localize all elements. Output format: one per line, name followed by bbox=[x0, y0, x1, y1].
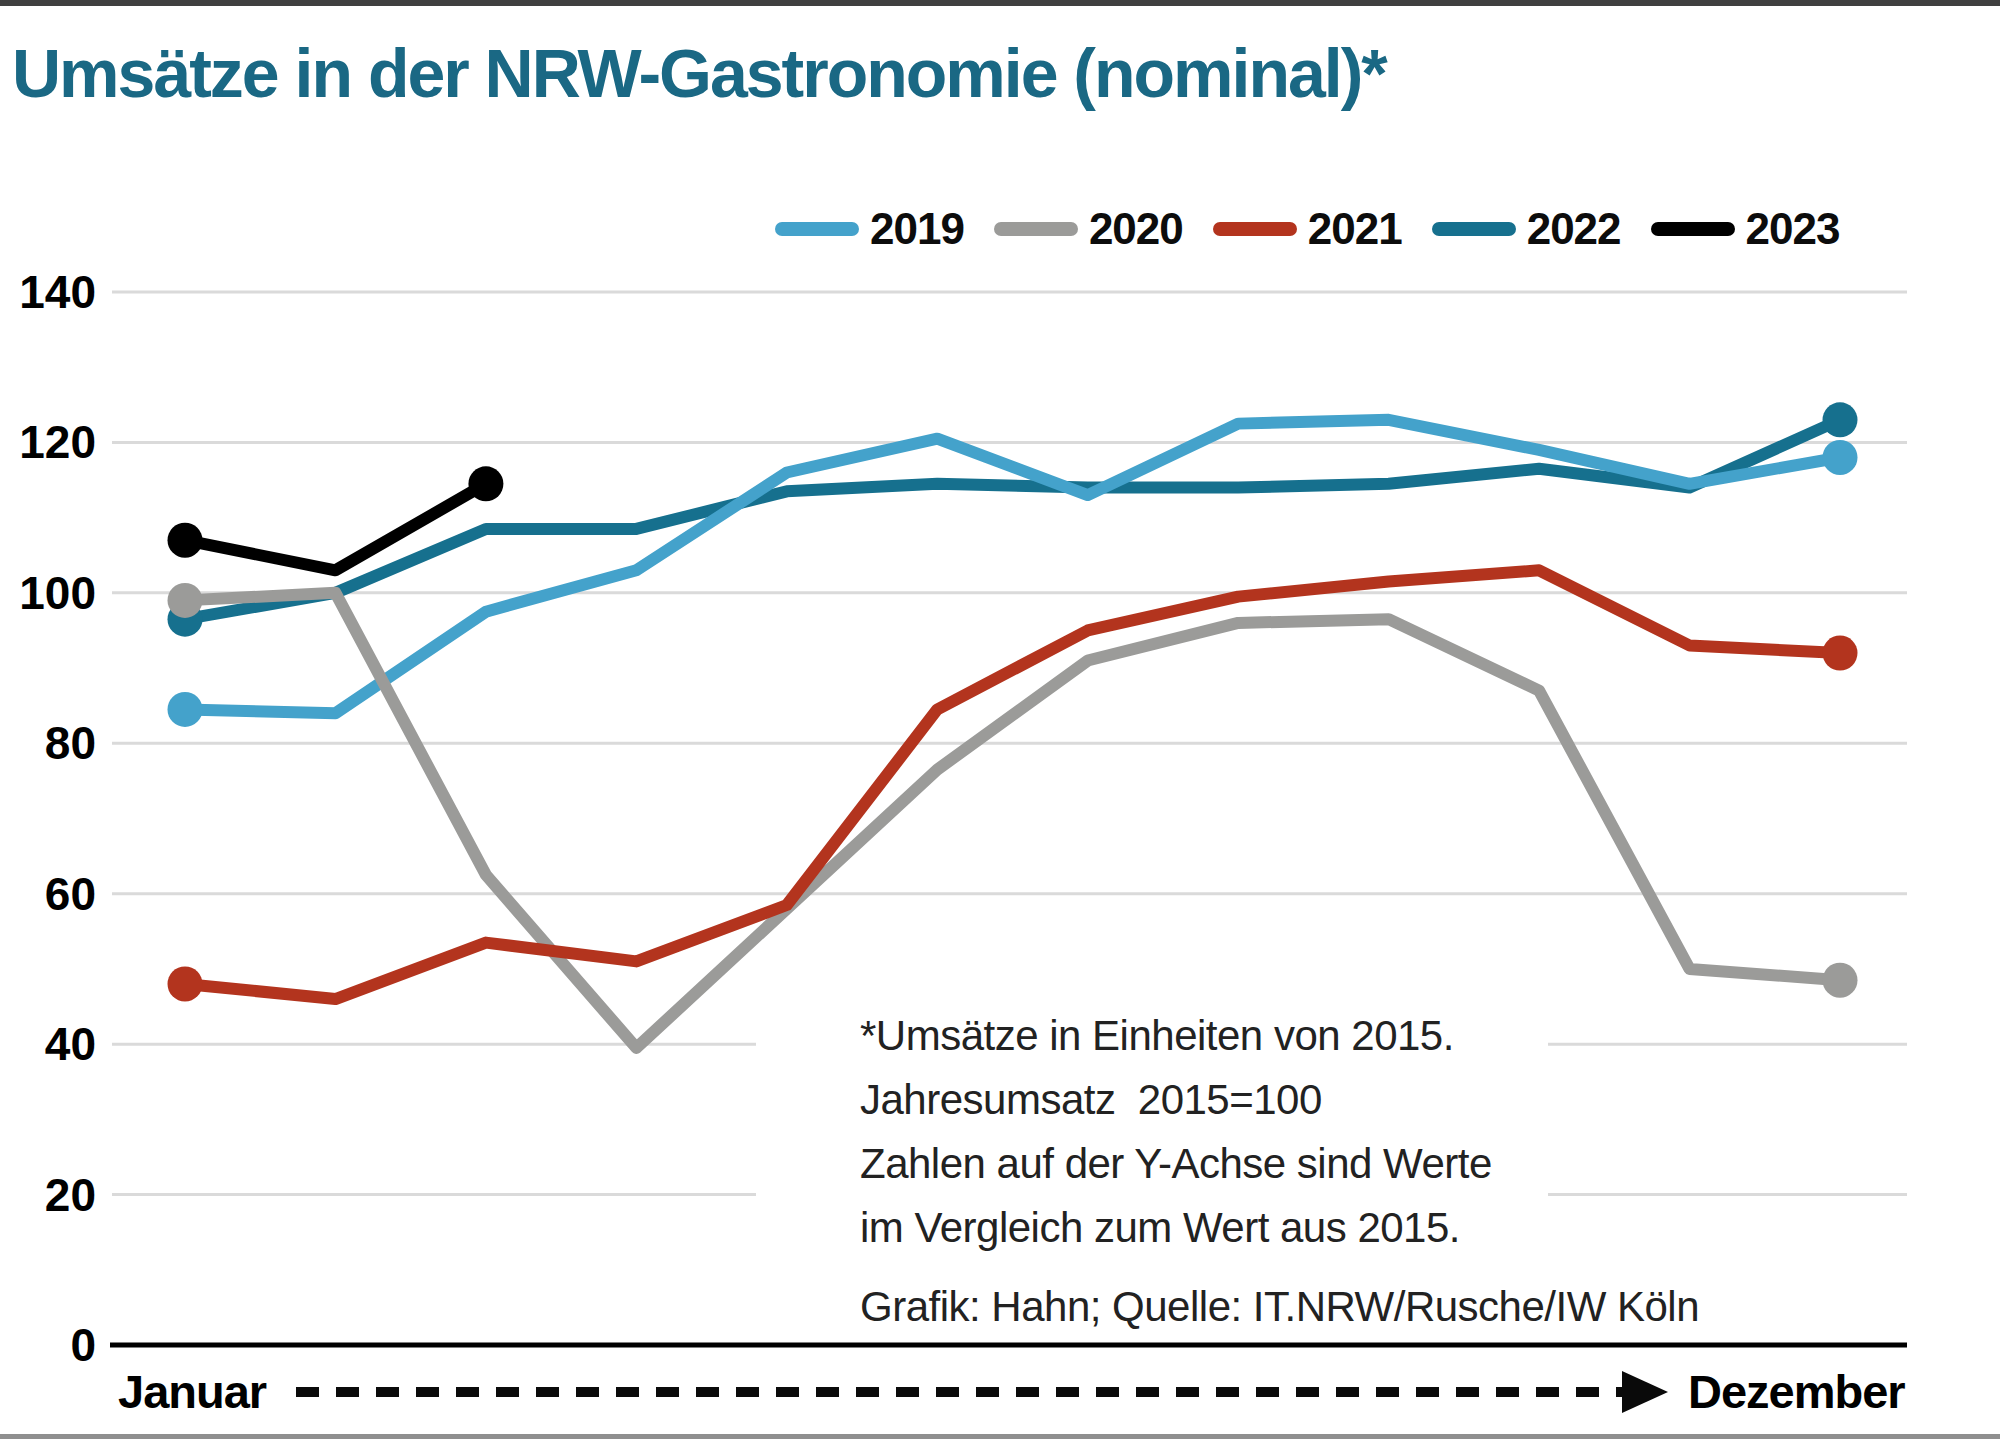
series-end-dot-2023 bbox=[468, 466, 503, 501]
x-axis-start-label: Januar bbox=[118, 1364, 266, 1419]
series-end-dot-2021 bbox=[1823, 636, 1858, 671]
series-line-2020 bbox=[185, 593, 1840, 1048]
y-tick-label-40: 40 bbox=[45, 1018, 96, 1070]
annotation-line: Jahresumsatz 2015=100 bbox=[860, 1068, 1548, 1132]
y-tick-label-140: 140 bbox=[19, 266, 96, 318]
bottom-border-rule bbox=[0, 1434, 2000, 1439]
y-tick-label-60: 60 bbox=[45, 868, 96, 920]
series-start-dot-2021 bbox=[168, 966, 203, 1001]
series-start-dot-2019 bbox=[168, 692, 203, 727]
y-tick-label-80: 80 bbox=[45, 717, 96, 769]
y-tick-label-20: 20 bbox=[45, 1169, 96, 1221]
series-start-dot-2020 bbox=[168, 583, 203, 618]
annotation-line: *Umsätze in Einheiten von 2015. bbox=[860, 1004, 1548, 1068]
chart-figure: Umsätze in der NRW-Gastronomie (nominal)… bbox=[0, 0, 2000, 1440]
source-credit: Grafik: Hahn; Quelle: IT.NRW/Rusche/IW K… bbox=[860, 1283, 1699, 1331]
annotation-note: *Umsätze in Einheiten von 2015. Jahresum… bbox=[756, 1000, 1548, 1262]
x-axis-end-label: Dezember bbox=[1688, 1364, 1905, 1419]
y-tick-label-0: 0 bbox=[70, 1319, 96, 1371]
series-line-2023 bbox=[185, 484, 486, 570]
series-end-dot-2019 bbox=[1823, 440, 1858, 475]
series-end-dot-2022 bbox=[1823, 402, 1858, 437]
y-tick-label-100: 100 bbox=[19, 567, 96, 619]
month-span-arrowhead-icon bbox=[1622, 1371, 1668, 1413]
y-tick-label-120: 120 bbox=[19, 416, 96, 468]
annotation-line: im Vergleich zum Wert aus 2015. bbox=[860, 1196, 1548, 1260]
series-end-dot-2020 bbox=[1823, 963, 1858, 998]
series-start-dot-2023 bbox=[168, 523, 203, 558]
annotation-line: Zahlen auf der Y-Achse sind Werte bbox=[860, 1132, 1548, 1196]
